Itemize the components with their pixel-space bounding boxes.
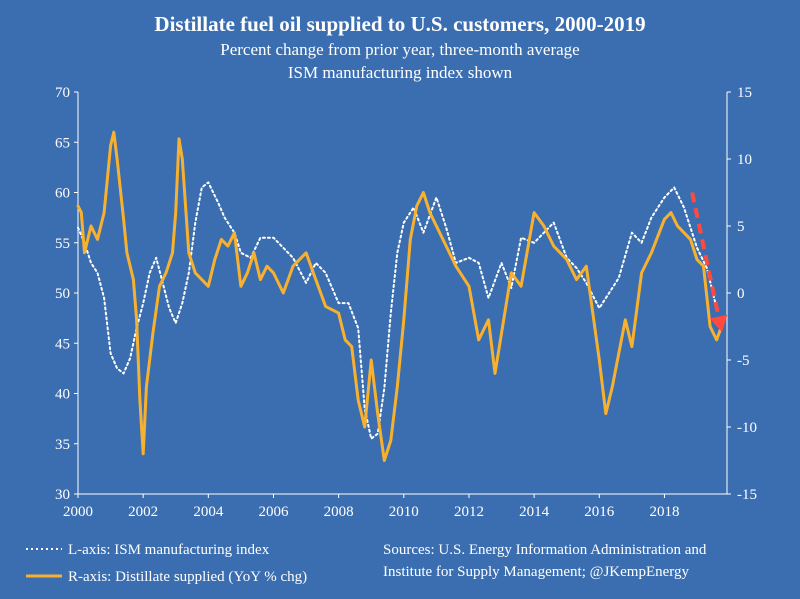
- left-tick-label: 45: [55, 336, 70, 352]
- sources-line-2: Institute for Supply Management; @JKempE…: [383, 564, 689, 580]
- x-tick-label: 2002: [128, 504, 158, 520]
- chart-subtitle-line-1: Percent change from prior year, three-mo…: [220, 40, 579, 59]
- left-tick-label: 70: [55, 85, 70, 101]
- trend-arrow-head: [709, 314, 728, 333]
- sources-line-1: Sources: U.S. Energy Information Adminis…: [383, 542, 707, 558]
- left-tick-label: 55: [55, 236, 70, 252]
- x-tick-label: 2004: [193, 504, 224, 520]
- right-tick-label: -5: [737, 353, 750, 369]
- left-tick-label: 50: [55, 286, 70, 302]
- plot-area: [77, 92, 728, 495]
- chart-subtitle-line-2: ISM manufacturing index shown: [288, 63, 513, 82]
- right-axis-ticks: 15 10 5 0 -5 -10 -15: [727, 85, 757, 503]
- right-tick-label: 15: [737, 85, 752, 101]
- right-tick-label: 0: [737, 286, 745, 302]
- x-tick-label: 2000: [63, 504, 93, 520]
- x-tick-label: 2018: [649, 504, 679, 520]
- distillate-series-line: [76, 130, 723, 462]
- left-tick-label: 60: [55, 186, 70, 202]
- x-tick-label: 2016: [584, 504, 615, 520]
- left-tick-label: 35: [55, 437, 70, 453]
- x-tick-label: 2014: [519, 504, 550, 520]
- x-tick-label: 2008: [324, 504, 354, 520]
- sources-note: Sources: U.S. Energy Information Adminis…: [383, 542, 707, 580]
- right-tick-label: -15: [737, 487, 757, 503]
- x-tick-label: 2010: [389, 504, 419, 520]
- legend: L-axis: ISM manufacturing index R-axis: …: [26, 542, 307, 585]
- series-layer: [76, 130, 728, 462]
- left-tick-label: 65: [55, 135, 70, 151]
- left-tick-label: 40: [55, 387, 70, 403]
- x-tick-label: 2012: [454, 504, 484, 520]
- x-axis-ticks: 2000 2002 2004 2006 2008 2010 2012 2014 2016 2018: [63, 494, 679, 520]
- trend-arrow-shaft: [690, 192, 722, 323]
- x-tick-label: 2006: [258, 504, 289, 520]
- legend-distillate-label: R-axis: Distillate supplied (YoY % chg): [68, 569, 307, 585]
- right-tick-label: -10: [737, 420, 757, 436]
- right-tick-label: 5: [737, 219, 745, 235]
- chart-title: Distillate fuel oil supplied to U.S. cus…: [154, 12, 645, 36]
- left-axis-ticks: 70 65 60 55 50 45 40 35 30: [55, 85, 78, 503]
- left-tick-label: 30: [55, 487, 70, 503]
- right-tick-label: 10: [737, 152, 752, 168]
- legend-ism-label: L-axis: ISM manufacturing index: [68, 542, 270, 558]
